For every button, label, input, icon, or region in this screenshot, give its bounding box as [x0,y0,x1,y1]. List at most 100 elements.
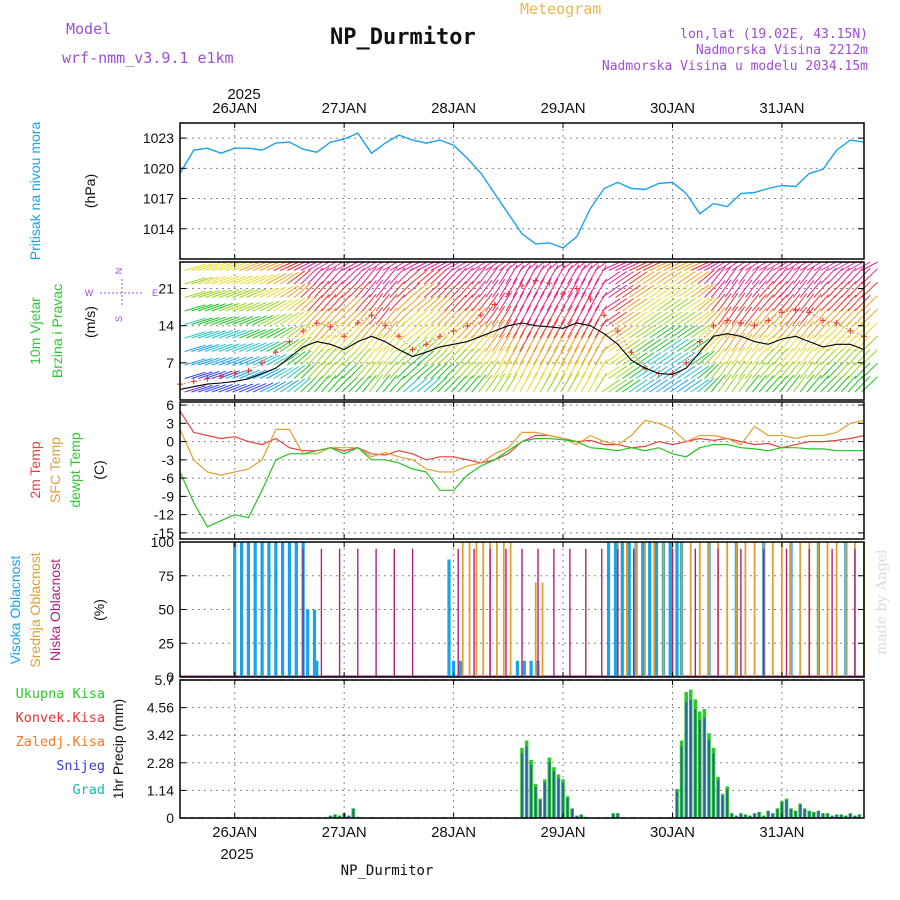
wind-barb [314,375,330,393]
wind-barb [491,265,506,285]
wind-barb [820,375,837,393]
wind-barb [772,375,788,393]
wind-barb [218,262,240,271]
wind-barb [280,285,299,298]
wind-barb [498,332,512,352]
wind-barb [772,261,788,271]
wind-barb [280,366,299,379]
wind-barb [485,373,499,393]
wind-barb [799,333,815,352]
wind-barb [710,334,726,352]
wind-barb [450,294,467,312]
wind-barb [546,318,559,339]
wind-barb [382,261,398,271]
wind-barb [854,335,871,352]
wind-barb [444,261,461,271]
wind-barb [676,352,696,366]
wind-barb [184,344,206,352]
wind-barb [546,305,559,325]
wind-barb [738,261,753,271]
y-tick-label: 1017 [143,191,174,207]
wind-barb [245,355,267,366]
wind-barb [834,335,850,352]
wind-barb [191,317,213,325]
precip-bar-snow [831,815,833,818]
wind-barb [307,321,324,339]
wind-barb [676,379,696,393]
compass-arrows [100,279,144,307]
wind-gust-marker [792,306,799,313]
wind-barb [307,375,324,393]
wind-barb [368,266,384,285]
precip-bar-snow [616,813,619,818]
wind-barb [321,294,337,312]
wind-barb [471,347,487,366]
wind-barb [676,284,696,298]
wind-barb [211,343,233,352]
wind-barb [348,267,365,285]
credit-watermark: made by Angel [874,549,890,655]
wind-barb [403,376,421,393]
wind-barb [628,284,648,298]
panel-border [179,261,865,401]
wind-barb [368,333,384,352]
wind-barb [683,379,703,393]
wind-barb [464,307,480,325]
wind-barb [717,360,732,379]
wind-barb [512,332,525,352]
wind-barb [300,362,317,379]
wind-barb [587,332,600,352]
wind-barb [587,372,600,393]
wind-barb [280,325,299,339]
wind-barb [389,334,406,352]
wind-barb [704,335,721,352]
top-date-axis: 26JAN 27JAN 28JAN 29JAN 30JAN 31JAN [212,100,804,117]
wind-barb [266,261,287,271]
cloud-bar-high [233,542,237,677]
wind-gust-marker [505,290,512,297]
pressure-unit: (hPa) [82,174,98,208]
wind-barb [622,311,641,325]
wind-barb [710,361,726,379]
wind-barb [690,271,710,285]
wind-barb [731,279,746,298]
bottom-date-axis: 26JAN 27JAN 28JAN 29JAN 30JAN 31JAN [212,824,804,841]
wind-barb [232,383,254,393]
wind-barb [355,348,371,366]
precip-bar-snow [717,780,719,818]
wind-barb [348,281,365,298]
wind-barb [847,321,864,339]
wind-barb [580,372,593,393]
wind-barb [334,362,351,379]
cloud-bar-high [447,559,451,677]
wind-barb [580,318,593,339]
wind-barb [519,291,532,312]
wind-barb [847,261,864,271]
wind-barb [847,267,864,285]
wind-barb [738,333,753,352]
wind-barb [191,357,213,366]
wind-barb [464,348,480,366]
cloud-bar-high [668,542,672,677]
cloud-bar-high [281,542,285,677]
wind-barb [300,376,317,393]
wind-barb [683,325,703,339]
wind-barb [847,280,864,298]
wind-barb [430,349,448,366]
wind-barb [266,273,287,285]
wind-barb [690,261,710,271]
wind-barb [854,281,871,298]
wind-barb [587,261,600,271]
wind-barb [273,313,293,325]
cloud-bar-high [253,542,257,677]
bottom-date-label: 26JAN [212,824,257,841]
wind-barb [505,332,518,352]
precip-bar-snow [347,815,350,818]
wind-gust-marker [710,322,717,329]
wind-barb [416,323,435,339]
wind-barb [745,293,760,312]
wind-barb [710,307,726,325]
wind-gust-marker [272,349,279,356]
wind-barb [273,380,293,393]
wind-barb [519,345,532,366]
